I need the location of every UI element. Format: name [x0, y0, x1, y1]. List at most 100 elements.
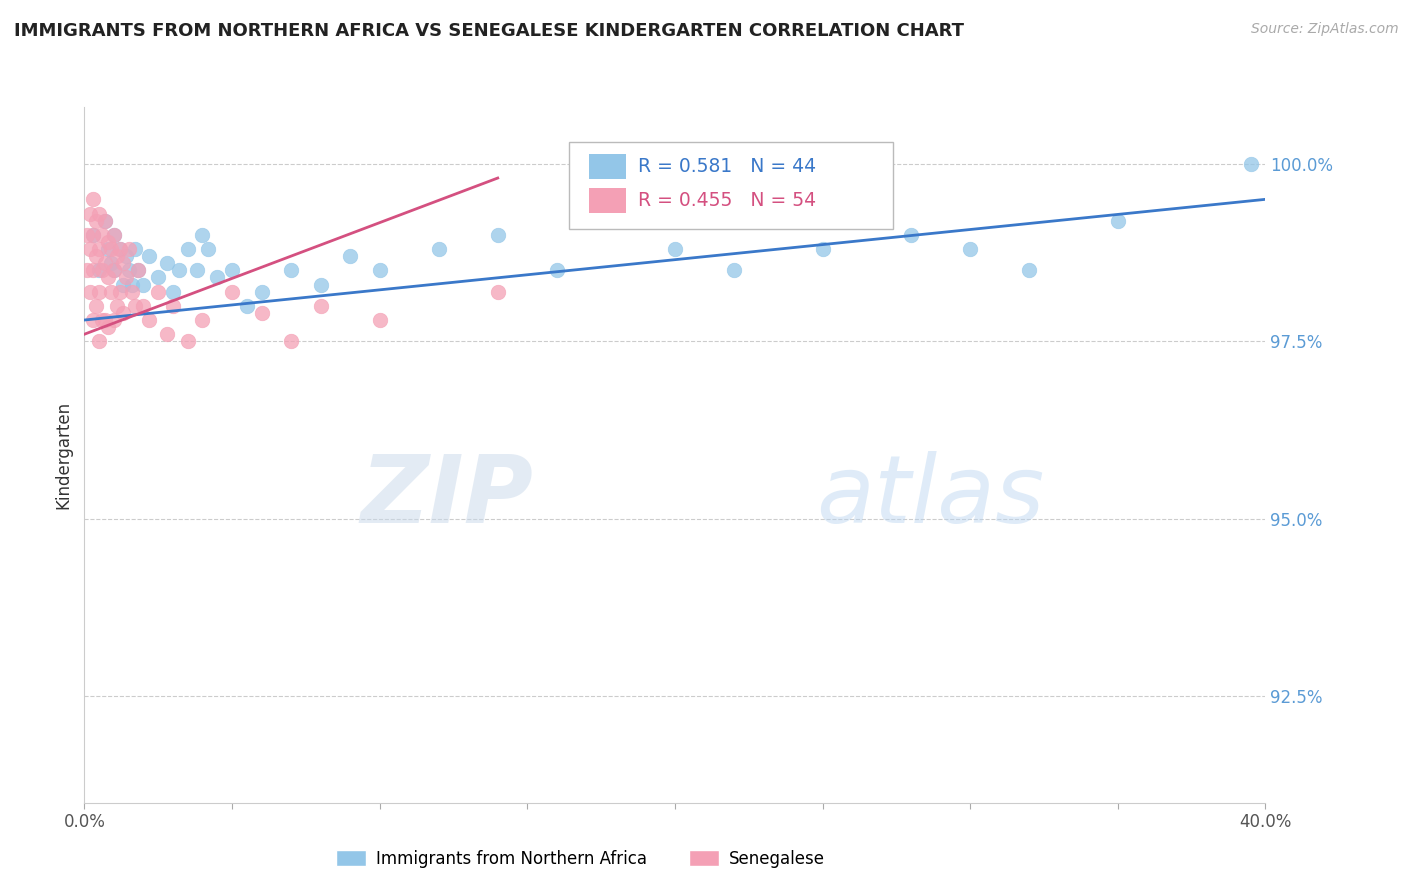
Point: [177, 334, 200, 349]
Point: [79, 206, 101, 220]
Point: [339, 249, 361, 263]
Point: [103, 263, 125, 277]
Point: [100, 285, 122, 299]
Point: [900, 227, 922, 242]
FancyBboxPatch shape: [589, 188, 627, 213]
Point: [82, 263, 104, 277]
Point: [97, 235, 120, 249]
Point: [82, 227, 104, 242]
Point: [94, 213, 117, 227]
Point: [89, 242, 111, 256]
Point: [250, 306, 273, 320]
Point: [368, 263, 391, 277]
Point: [250, 285, 273, 299]
Point: [103, 263, 125, 277]
Point: [108, 242, 131, 256]
Point: [177, 242, 200, 256]
Point: [959, 242, 981, 256]
Point: [124, 299, 146, 313]
Point: [197, 242, 219, 256]
Point: [103, 227, 125, 242]
Point: [162, 299, 184, 313]
Point: [79, 285, 101, 299]
Point: [111, 256, 134, 270]
Point: [105, 249, 128, 263]
Point: [97, 270, 120, 285]
Point: [132, 277, 155, 292]
Text: atlas: atlas: [817, 451, 1045, 542]
Point: [309, 299, 332, 313]
Point: [156, 256, 179, 270]
Point: [167, 263, 190, 277]
Point: [138, 249, 160, 263]
Point: [82, 313, 104, 327]
Point: [132, 299, 155, 313]
Point: [280, 334, 302, 349]
Point: [368, 313, 391, 327]
Point: [605, 213, 627, 227]
Point: [186, 263, 208, 277]
Point: [664, 242, 686, 256]
Point: [1018, 263, 1040, 277]
Point: [105, 299, 128, 313]
Point: [236, 299, 259, 313]
Point: [114, 249, 136, 263]
Text: IMMIGRANTS FROM NORTHERN AFRICA VS SENEGALESE KINDERGARTEN CORRELATION CHART: IMMIGRANTS FROM NORTHERN AFRICA VS SENEG…: [14, 22, 965, 40]
Y-axis label: Kindergarten: Kindergarten: [55, 401, 73, 509]
Text: R = 0.581   N = 44: R = 0.581 N = 44: [638, 157, 817, 176]
Text: Source: ZipAtlas.com: Source: ZipAtlas.com: [1251, 22, 1399, 37]
Point: [546, 263, 568, 277]
Point: [103, 313, 125, 327]
Text: ZIP: ZIP: [360, 450, 533, 542]
Point: [127, 263, 149, 277]
Point: [114, 270, 136, 285]
Point: [84, 299, 107, 313]
Text: R = 0.455   N = 54: R = 0.455 N = 54: [638, 192, 817, 211]
Point: [221, 285, 243, 299]
Point: [89, 206, 111, 220]
FancyBboxPatch shape: [568, 142, 893, 229]
Legend: Immigrants from Northern Africa, Senegalese: Immigrants from Northern Africa, Senegal…: [329, 843, 831, 874]
Point: [84, 213, 107, 227]
Point: [82, 192, 104, 206]
Point: [100, 242, 122, 256]
Point: [138, 313, 160, 327]
Point: [89, 285, 111, 299]
Point: [100, 256, 122, 270]
Point: [427, 242, 450, 256]
Point: [280, 263, 302, 277]
Point: [89, 334, 111, 349]
Point: [191, 227, 214, 242]
Point: [124, 242, 146, 256]
Point: [111, 306, 134, 320]
Point: [103, 227, 125, 242]
Point: [97, 320, 120, 334]
Point: [97, 242, 120, 256]
Point: [108, 242, 131, 256]
Point: [221, 263, 243, 277]
Point: [79, 242, 101, 256]
Point: [121, 277, 143, 292]
Point: [76, 227, 98, 242]
Point: [309, 277, 332, 292]
FancyBboxPatch shape: [589, 153, 627, 178]
Point: [486, 285, 509, 299]
Point: [91, 313, 114, 327]
Point: [84, 249, 107, 263]
Point: [205, 270, 228, 285]
Point: [91, 263, 114, 277]
Point: [162, 285, 184, 299]
Point: [1107, 213, 1129, 227]
Point: [89, 263, 111, 277]
Point: [91, 227, 114, 242]
Point: [127, 263, 149, 277]
Point: [82, 227, 104, 242]
Point: [94, 213, 117, 227]
Point: [811, 242, 834, 256]
Point: [148, 270, 170, 285]
Point: [191, 313, 214, 327]
Point: [118, 263, 141, 277]
Point: [108, 285, 131, 299]
Point: [148, 285, 170, 299]
Point: [76, 263, 98, 277]
